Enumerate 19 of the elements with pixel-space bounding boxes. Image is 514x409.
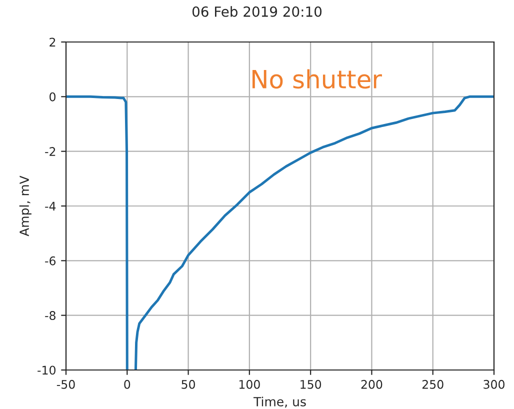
x-axis-title: Time, us: [253, 396, 306, 408]
x-tick-label: 150: [300, 380, 322, 389]
annotation: No shutter: [252, 69, 382, 89]
x-tick-label: -50: [56, 380, 75, 389]
x-tick-label: 100: [239, 380, 260, 389]
y-tick-label: -8: [45, 311, 56, 320]
y-tick-label: 0: [50, 92, 56, 102]
y-tick-label: -4: [45, 202, 56, 210]
x-tick-label: 50: [182, 380, 196, 389]
x-tick-label: 250: [422, 380, 444, 389]
y-axis-title: Ampl, mV: [19, 176, 32, 236]
x-tick-label: 300: [484, 380, 504, 389]
chart-title: 06 Feb 2019 20:10: [192, 6, 322, 17]
x-tick-label: 0: [124, 380, 130, 389]
y-tick-label: 2: [50, 38, 56, 46]
y-tick-label: -6: [45, 256, 56, 266]
y-tick-label: -2: [45, 147, 56, 156]
x-tick-label: 200: [361, 380, 382, 389]
y-tick-label: -10: [38, 366, 56, 375]
